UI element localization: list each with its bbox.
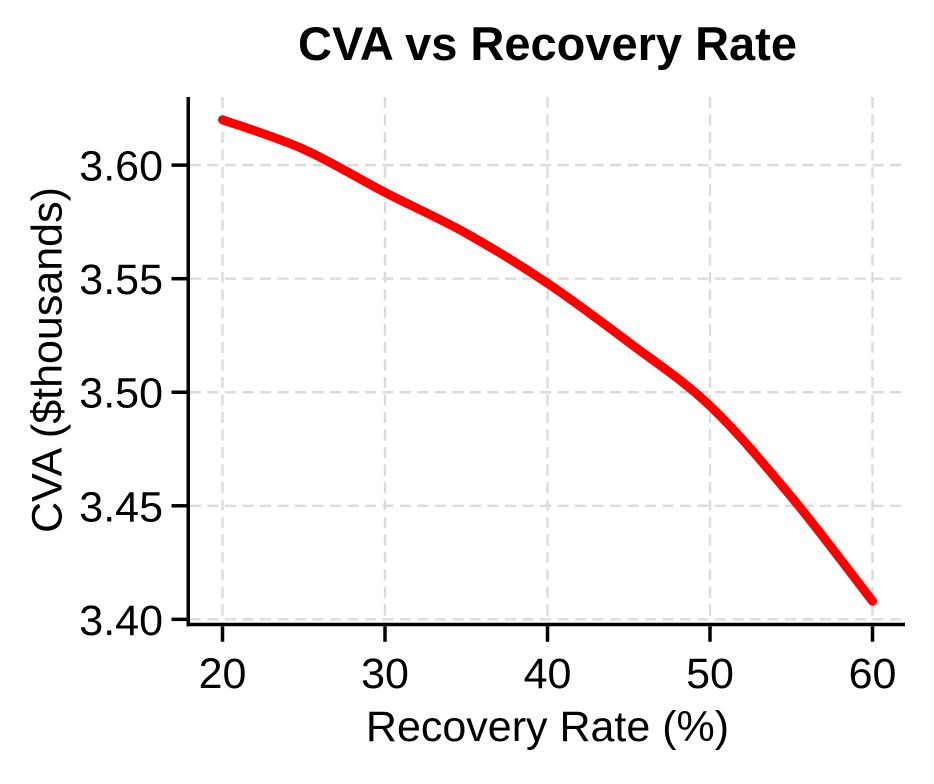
x-tick-label: 30 <box>361 650 409 698</box>
x-tick-mark <box>708 626 712 642</box>
x-tick-mark <box>383 626 387 642</box>
y-tick-mark <box>171 504 187 508</box>
x-axis-label: Recovery Rate (%) <box>365 703 730 751</box>
y-tick-mark <box>171 276 187 281</box>
x-tick-mark <box>870 626 875 642</box>
x-tick-mark <box>545 626 550 642</box>
cva-curve <box>218 115 877 606</box>
y-tick-mark <box>171 617 187 622</box>
x-tick-mark <box>220 626 225 642</box>
x-tick-label: 60 <box>849 650 897 698</box>
y-axis-spine <box>186 97 190 627</box>
chart-title: CVA vs Recovery Rate <box>298 17 797 70</box>
y-tick-label: 3.45 <box>79 483 163 531</box>
x-axis-spine <box>186 622 905 627</box>
y-tick-label: 3.40 <box>79 597 163 645</box>
y-tick-label: 3.55 <box>79 256 163 304</box>
y-tick-label: 3.60 <box>79 143 163 191</box>
y-tick-label: 3.50 <box>79 370 163 418</box>
y-tick-mark <box>171 390 187 394</box>
x-tick-label: 50 <box>686 650 734 698</box>
x-tick-label: 20 <box>199 650 247 698</box>
x-tick-label: 40 <box>524 650 572 698</box>
y-tick-mark <box>171 163 187 167</box>
